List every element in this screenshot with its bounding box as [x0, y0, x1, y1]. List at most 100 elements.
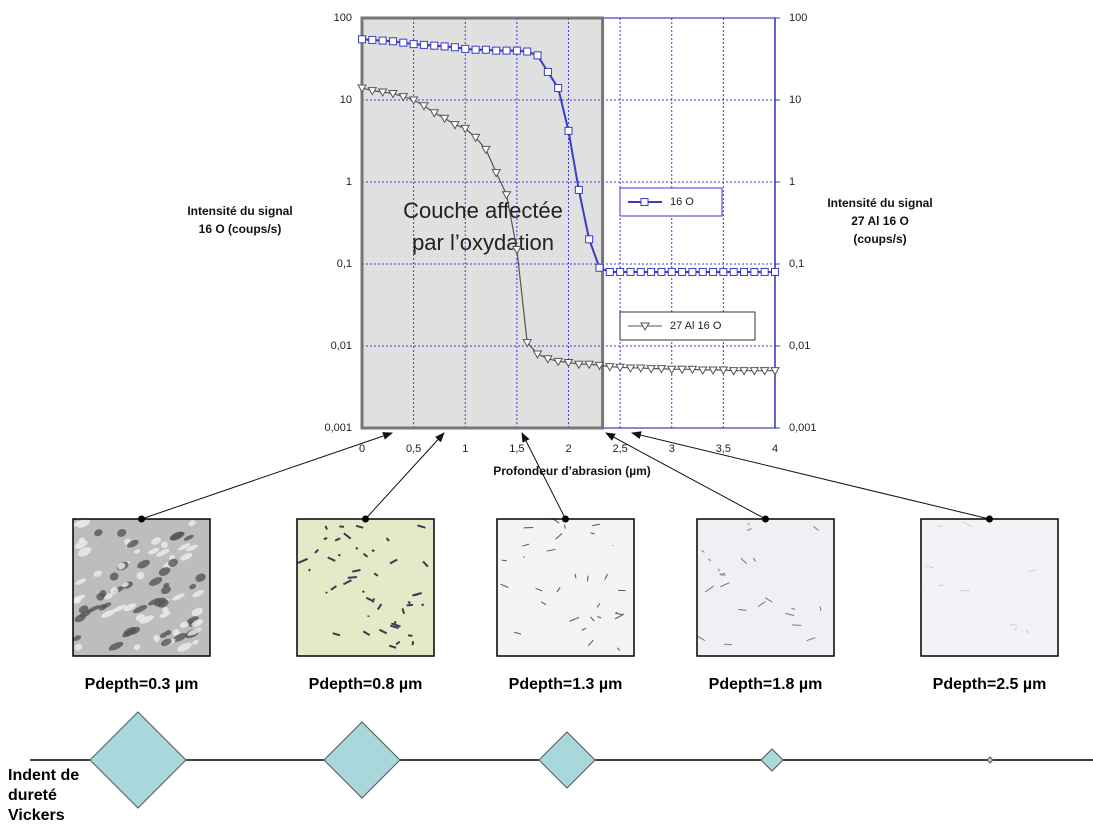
point: [710, 268, 717, 275]
point: [772, 268, 779, 275]
y-axis-title: 16 O (coups/s): [199, 222, 282, 236]
y-axis-title: Intensité du signal: [187, 204, 292, 218]
point: [359, 36, 366, 43]
panel-label: Pdepth=0.8 µm: [309, 676, 423, 693]
point: [410, 41, 417, 48]
arrow-dot: [562, 516, 569, 523]
y-tick-label: 0,01: [331, 340, 352, 352]
point: [389, 38, 396, 45]
y2-tick-label: 0,01: [789, 340, 810, 352]
indent-diamond: [324, 722, 400, 798]
point: [534, 52, 541, 59]
point: [524, 48, 531, 55]
texture: [356, 548, 358, 549]
point: [596, 264, 603, 271]
point: [699, 268, 706, 275]
point: [555, 85, 562, 92]
texture: [724, 644, 732, 645]
point: [606, 268, 613, 275]
point: [730, 268, 737, 275]
point: [637, 268, 644, 275]
texture: [373, 598, 374, 602]
panel-label: Pdepth=1.8 µm: [709, 676, 823, 693]
point: [668, 268, 675, 275]
micrograph: [497, 518, 634, 656]
texture: [792, 625, 801, 626]
micrograph: [697, 519, 834, 656]
point: [658, 268, 665, 275]
texture: [309, 569, 310, 571]
panel-label: Pdepth=0.3 µm: [85, 676, 199, 693]
point: [441, 43, 448, 50]
panel-label: Pdepth=1.3 µm: [509, 676, 623, 693]
point: [513, 47, 520, 54]
x-axis-title: Profondeur d’abrasion (µm): [493, 464, 651, 478]
arrow-dot: [986, 516, 993, 523]
annotation: Couche affectée: [403, 198, 563, 223]
micrograph: [921, 519, 1058, 656]
y-tick-label: 1: [346, 176, 352, 188]
x-tick-label: 2,5: [612, 443, 627, 455]
indent-label: Indent de: [8, 767, 79, 784]
indent-label: dureté: [8, 787, 57, 804]
point: [431, 42, 438, 49]
point: [627, 268, 634, 275]
micrograph-bg: [297, 519, 434, 656]
annotation: par l’oxydation: [412, 230, 554, 255]
point: [679, 268, 686, 275]
point: [586, 236, 593, 243]
indent-diamond: [90, 712, 186, 808]
x-tick-label: 1: [462, 443, 468, 455]
y2-tick-label: 1: [789, 176, 795, 188]
arrow-dot: [362, 516, 369, 523]
point: [482, 46, 489, 53]
highlight-region: [362, 18, 603, 428]
micrograph-bg: [497, 519, 634, 656]
micrograph: [297, 519, 434, 656]
texture: [326, 592, 327, 593]
point: [565, 127, 572, 134]
indent-diamond: [761, 749, 783, 771]
y2-tick-label: 10: [789, 94, 801, 106]
legend-label: 16 O: [670, 196, 694, 208]
x-tick-label: 0,5: [406, 443, 421, 455]
point: [369, 36, 376, 43]
point: [741, 268, 748, 275]
micrograph-bg: [921, 519, 1058, 656]
y2-axis-title: 27 Al 16 O: [851, 214, 909, 228]
indent-diamond: [987, 757, 993, 763]
texture: [587, 576, 588, 582]
point: [493, 47, 500, 54]
point: [751, 268, 758, 275]
point: [617, 268, 624, 275]
micrograph-bg: [697, 519, 834, 656]
legend-label: 27 Al 16 O: [670, 320, 722, 332]
texture: [412, 641, 413, 645]
x-tick-label: 4: [772, 443, 778, 455]
texture: [348, 577, 357, 578]
y-tick-label: 0,1: [337, 258, 352, 270]
indent-label: Vickers: [8, 807, 65, 824]
point: [379, 37, 386, 44]
y2-tick-label: 100: [789, 12, 807, 24]
point: [462, 45, 469, 52]
point: [575, 186, 582, 193]
point: [420, 41, 427, 48]
x-tick-label: 2: [565, 443, 571, 455]
figure: 0,0010,010,11101000,0010,010,111010000,5…: [0, 0, 1093, 830]
point: [761, 268, 768, 275]
micrograph: [70, 517, 210, 656]
y2-tick-label: 0,001: [789, 422, 817, 434]
x-tick-label: 1,5: [509, 443, 524, 455]
point: [720, 268, 727, 275]
y-tick-label: 0,001: [324, 422, 352, 434]
arrow: [142, 433, 393, 519]
texture: [363, 591, 364, 592]
point: [451, 44, 458, 51]
x-tick-label: 3: [669, 443, 675, 455]
arrow-dot: [138, 516, 145, 523]
y-tick-label: 100: [334, 12, 352, 24]
point: [689, 268, 696, 275]
point: [503, 47, 510, 54]
arrow-dot: [762, 516, 769, 523]
